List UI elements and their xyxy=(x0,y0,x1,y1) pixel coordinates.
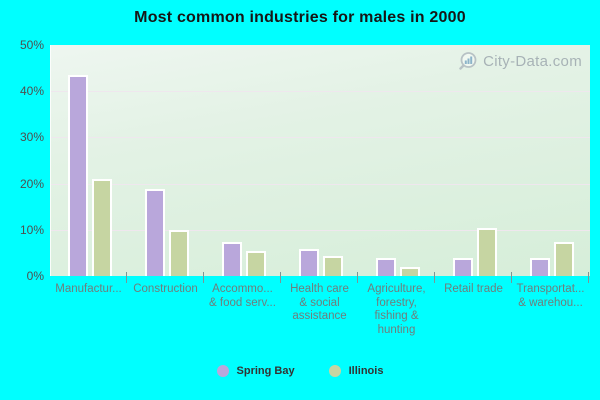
x-axis-tick-2 xyxy=(203,272,204,283)
bar-group-6 xyxy=(436,45,513,276)
bar-group-3 xyxy=(205,45,282,276)
bar-group-7 xyxy=(513,45,590,276)
x-axis-tick-3 xyxy=(280,272,281,283)
gridline-20 xyxy=(51,183,590,185)
bar-spring-bay xyxy=(529,257,550,276)
legend-label-illinois: Illinois xyxy=(348,365,384,377)
y-axis-label-10%: 10% xyxy=(19,222,44,237)
magnifier-bar-chart-icon xyxy=(458,51,478,71)
bar-illinois xyxy=(553,241,574,276)
legend-item-spring-bay: Spring Bay xyxy=(216,365,295,377)
bar-spring-bay xyxy=(298,248,319,276)
x-axis-label-7: Transportat... & warehou... xyxy=(516,283,585,309)
bar-spring-bay xyxy=(452,257,473,276)
y-axis-label-0%: 0% xyxy=(26,269,44,283)
bar-illinois xyxy=(322,255,343,276)
legend-swatch-spring-bay xyxy=(216,365,229,377)
x-axis-label-5: Agriculture, forestry, fishing & hunting xyxy=(367,283,426,336)
x-axis-tick-1 xyxy=(126,272,127,283)
bar-illinois xyxy=(476,227,497,276)
legend-swatch-illinois xyxy=(328,365,341,377)
gridline-40 xyxy=(51,91,590,93)
bar-group-2 xyxy=(128,45,205,276)
bar-group-1 xyxy=(51,45,128,276)
chart-title: Most common industries for males in 2000 xyxy=(134,9,466,26)
bar-spring-bay xyxy=(375,257,396,276)
watermark-text: City-Data.com xyxy=(483,52,582,70)
bar-spring-bay xyxy=(221,241,242,276)
bars-row xyxy=(51,45,590,276)
x-axis-tick-7 xyxy=(588,272,589,283)
legend: Spring Bay Illinois xyxy=(0,365,600,377)
watermark[interactable]: City-Data.com xyxy=(458,51,582,71)
x-axis-label-2: Construction xyxy=(133,283,198,295)
y-axis-label-30%: 30% xyxy=(19,130,44,145)
y-axis-label-20%: 20% xyxy=(19,176,44,191)
legend-label-spring-bay: Spring Bay xyxy=(236,365,295,377)
bar-illinois xyxy=(399,267,420,276)
bar-illinois xyxy=(91,179,112,276)
y-axis-label-50%: 50% xyxy=(19,38,44,52)
legend-item-illinois: Illinois xyxy=(328,365,384,377)
bar-group-4 xyxy=(282,45,359,276)
bar-illinois xyxy=(168,230,189,276)
bar-illinois xyxy=(245,250,266,276)
x-axis-tick-4 xyxy=(357,272,358,283)
x-axis-tick-5 xyxy=(434,272,435,283)
bar-spring-bay xyxy=(144,188,165,276)
bar-spring-bay xyxy=(67,75,88,276)
x-axis-labels: Manufactur... Construction Accommo... & fo… xyxy=(50,283,589,337)
x-axis-label-1: Manufactur... xyxy=(55,283,122,295)
gridline-30 xyxy=(51,137,590,139)
y-axis-label-40%: 40% xyxy=(19,84,44,99)
bar-group-5 xyxy=(359,45,436,276)
x-axis-label-3: Accommo... & food serv... xyxy=(209,283,276,309)
x-axis-label-4: Health care & social assistance xyxy=(290,283,349,322)
x-axis-label-6: Retail trade xyxy=(444,283,503,295)
x-axis-tick-6 xyxy=(511,272,512,283)
plot-area: City-Data.com xyxy=(50,45,590,276)
gridline-10 xyxy=(51,229,590,231)
